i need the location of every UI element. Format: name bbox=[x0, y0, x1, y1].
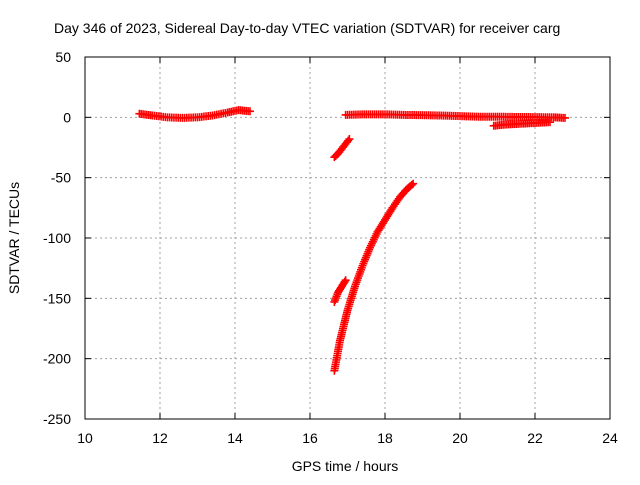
data-point bbox=[407, 180, 416, 189]
x-tick-label: 20 bbox=[452, 430, 468, 446]
series-arc-2 bbox=[330, 135, 354, 162]
x-tick-label: 18 bbox=[377, 430, 393, 446]
y-tick-label: -200 bbox=[43, 351, 71, 367]
axis-ticks: 10 12 14 16 18 20 22 24 50 0 -50 -100 -150 -200 -250 bbox=[43, 49, 618, 446]
x-tick-label: 12 bbox=[152, 430, 168, 446]
data-point bbox=[246, 107, 254, 116]
y-axis-label: SDTVAR / TECUs bbox=[6, 182, 22, 294]
x-tick-label: 22 bbox=[527, 430, 543, 446]
x-tick-label: 10 bbox=[77, 430, 93, 446]
data-point bbox=[561, 113, 569, 122]
y-tick-label: -150 bbox=[43, 290, 71, 306]
x-axis-label: GPS time / hours bbox=[292, 458, 399, 474]
data-point bbox=[409, 179, 418, 188]
data-point bbox=[344, 136, 353, 145]
chart-title: Day 346 of 2023, Sidereal Day-to-day VTE… bbox=[54, 20, 560, 36]
series-arc-5 bbox=[341, 110, 569, 122]
series-arc-3 bbox=[330, 276, 350, 306]
series-arc-4 bbox=[330, 179, 418, 375]
series-arc-1 bbox=[135, 106, 254, 122]
data-point bbox=[546, 118, 554, 127]
y-tick-label: 0 bbox=[63, 109, 71, 125]
data-point bbox=[345, 135, 354, 144]
data-point bbox=[341, 276, 350, 285]
data-point bbox=[340, 277, 349, 286]
x-tick-label: 14 bbox=[227, 430, 243, 446]
data-points bbox=[135, 106, 569, 375]
y-tick-label: -50 bbox=[51, 170, 71, 186]
x-tick-label: 24 bbox=[602, 430, 618, 446]
y-tick-label: -100 bbox=[43, 230, 71, 246]
y-tick-label: 50 bbox=[55, 49, 71, 65]
series-arc-6 bbox=[489, 118, 554, 130]
y-tick-label: -250 bbox=[43, 411, 71, 427]
x-tick-label: 16 bbox=[302, 430, 318, 446]
